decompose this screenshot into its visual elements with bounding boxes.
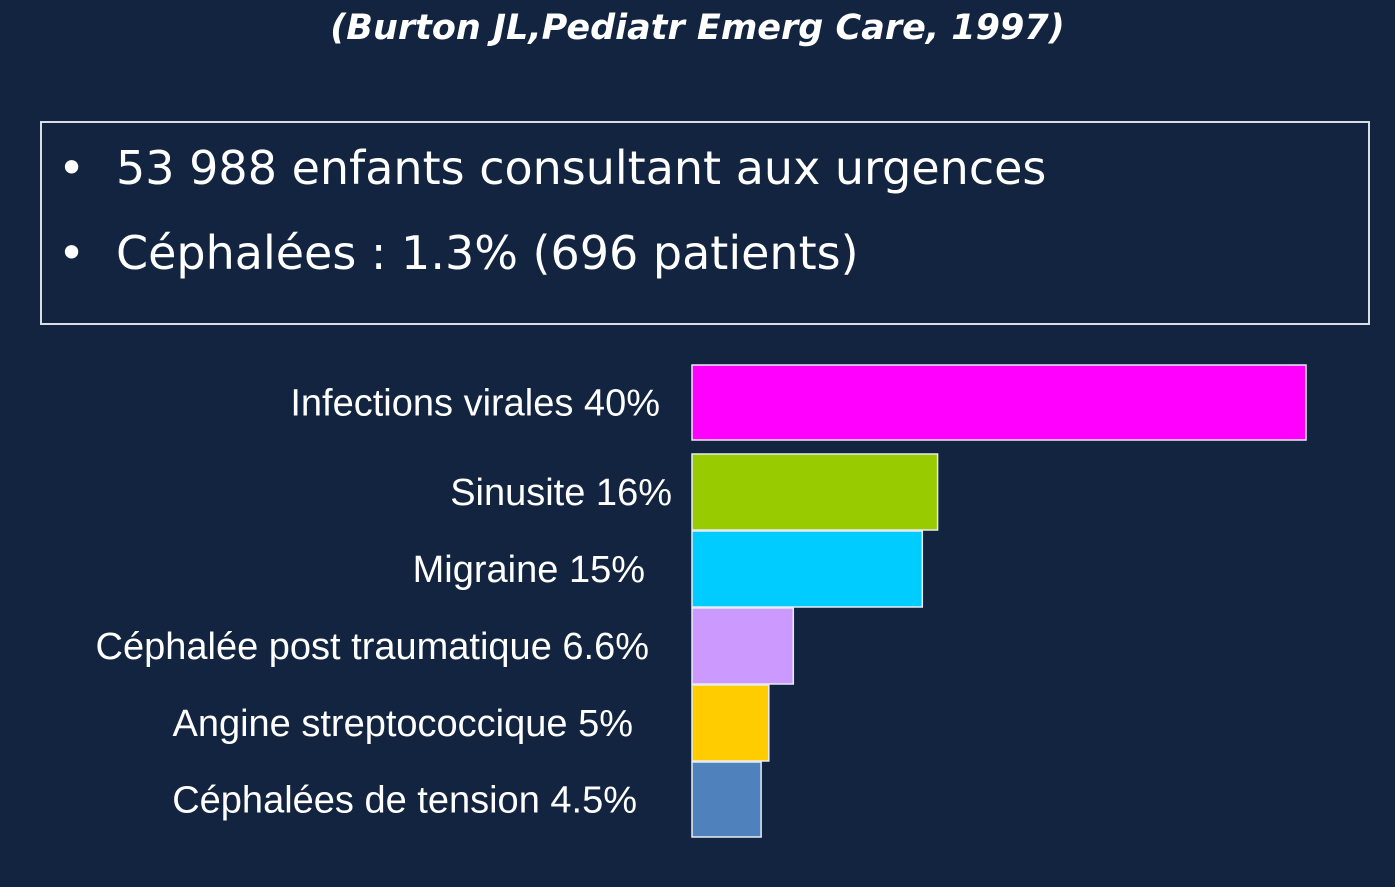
summary-bullet-text: 53 988 enfants consultant aux urgences — [116, 141, 1047, 195]
bar-label: Céphalées de tension 4.5% — [172, 780, 637, 822]
bar-label: Infections virales 40% — [290, 383, 660, 425]
bar-label: Céphalée post traumatique 6.6% — [96, 626, 649, 668]
bar — [691, 761, 762, 838]
summary-bullet: • Céphalées : 1.3% (696 patients) — [58, 230, 859, 276]
bar — [691, 364, 1307, 441]
bar — [691, 530, 924, 608]
bar — [691, 684, 770, 762]
bullet-icon: • — [58, 141, 86, 195]
summary-box: • 53 988 enfants consultant aux urgences … — [40, 121, 1370, 325]
bar-label: Migraine 15% — [413, 549, 645, 591]
bar-label: Sinusite 16% — [450, 472, 672, 514]
citation: (Burton JL,Pediatr Emerg Care, 1997) — [330, 8, 1065, 48]
summary-bullet-text: Céphalées : 1.3% (696 patients) — [116, 226, 859, 280]
bar — [691, 607, 795, 685]
bar-label: Angine streptococcique 5% — [172, 703, 633, 745]
summary-bullet: • 53 988 enfants consultant aux urgences — [58, 145, 1046, 191]
bullet-icon: • — [58, 226, 86, 280]
bar — [691, 453, 939, 531]
